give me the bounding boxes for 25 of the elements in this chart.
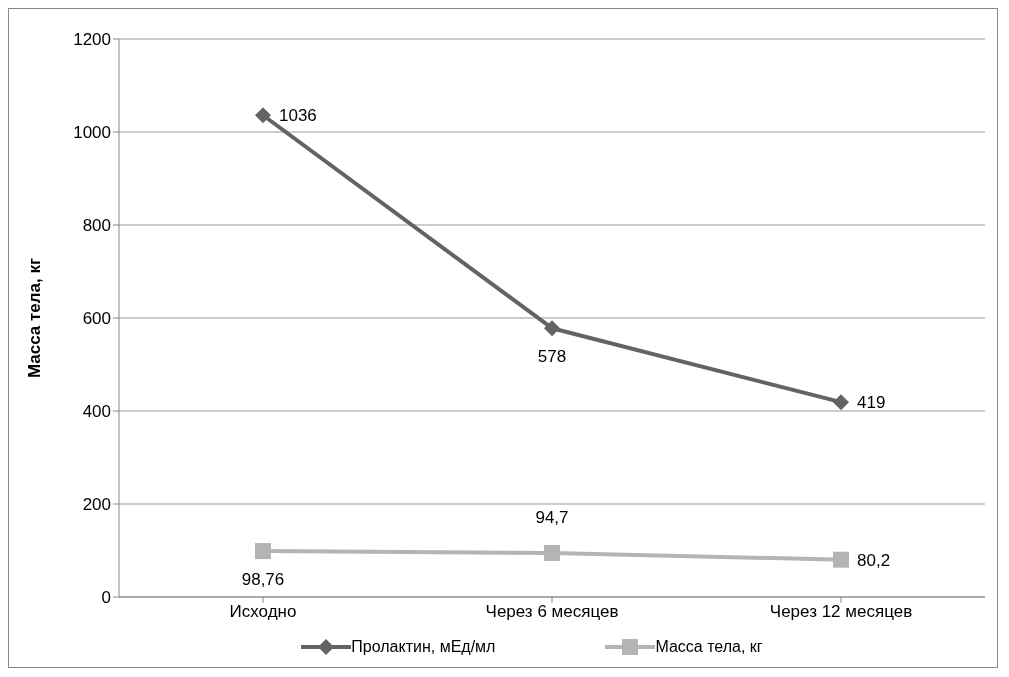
data-label: 419	[857, 393, 886, 413]
y-tick-label: 200	[82, 495, 111, 515]
data-label: 98,76	[241, 570, 285, 590]
point	[544, 320, 560, 337]
data-label: 578	[537, 347, 567, 367]
point	[255, 543, 271, 560]
y-tick-label: 800	[82, 216, 111, 236]
data-label: 1036	[279, 106, 317, 126]
y-tick-label: 0	[101, 588, 111, 608]
y-axis-title: Масса тела, кг	[25, 257, 45, 379]
data-label: 94,7	[535, 507, 569, 527]
point	[544, 544, 560, 561]
y-tick-label: 1000	[73, 123, 111, 143]
y-tick-label: 400	[82, 402, 111, 422]
data-label: 80,2	[857, 550, 891, 570]
point	[833, 394, 849, 411]
point	[833, 551, 849, 568]
legend-label: Пролактин, мЕд/мл	[350, 637, 496, 657]
point	[255, 107, 271, 124]
legend-label: Масса тела, кг	[654, 637, 763, 657]
y-tick-label: 600	[82, 309, 111, 329]
x-tick-label: Через 12 месяцев	[769, 602, 913, 622]
x-tick-label: Исходно	[229, 602, 297, 622]
x-tick-label: Через 6 месяцев	[485, 602, 619, 622]
y-tick-label: 1200	[73, 30, 111, 50]
